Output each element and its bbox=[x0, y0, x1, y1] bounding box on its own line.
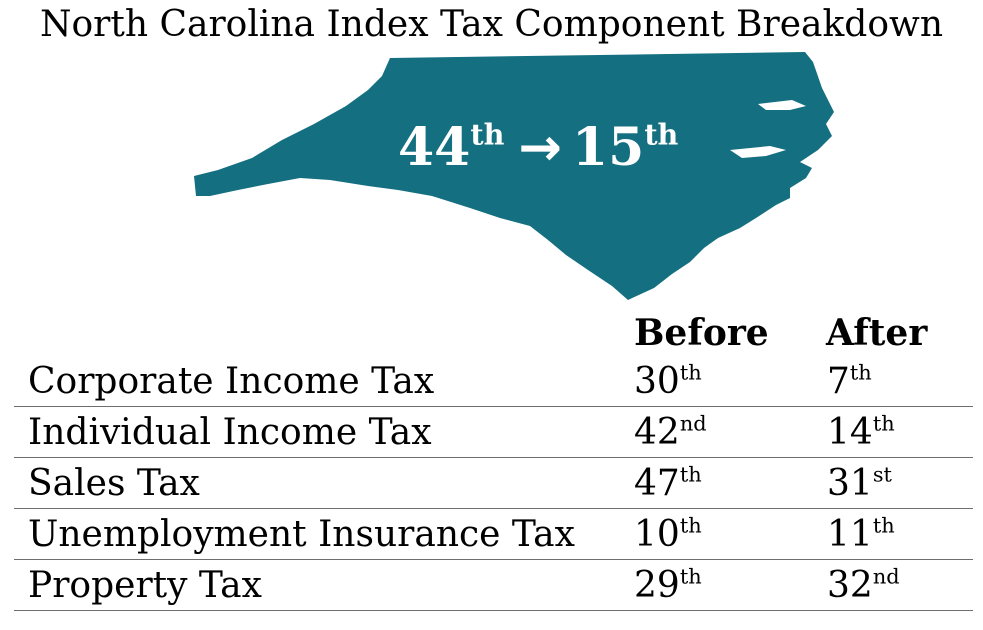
rank-before: 10th bbox=[634, 513, 702, 557]
rank-after: 32nd bbox=[827, 564, 900, 608]
rank-suffix: th bbox=[679, 513, 702, 538]
overall-rank-after: 15 bbox=[571, 117, 645, 178]
component-name: Individual Income Tax bbox=[28, 412, 432, 453]
arrow-right-icon: → bbox=[518, 118, 562, 178]
table-row: Property Tax 29th 32nd bbox=[14, 560, 973, 611]
page-title: North Carolina Index Tax Component Break… bbox=[39, 4, 944, 45]
component-name: Property Tax bbox=[28, 565, 262, 606]
state-shape bbox=[194, 52, 834, 300]
column-header-after: After bbox=[826, 312, 928, 354]
rank-suffix: st bbox=[872, 462, 892, 487]
table-row: Corporate Income Tax 30th 7th bbox=[14, 356, 973, 407]
rank-value: 11 bbox=[827, 514, 873, 555]
rank-suffix: th bbox=[849, 360, 872, 385]
component-name: Unemployment Insurance Tax bbox=[28, 514, 575, 555]
overall-rank-after-suffix: th bbox=[644, 117, 679, 152]
rank-value: 7 bbox=[827, 361, 850, 402]
rank-suffix: nd bbox=[679, 411, 707, 436]
rank-suffix: th bbox=[679, 462, 702, 487]
rank-value: 42 bbox=[634, 412, 680, 453]
rank-value: 31 bbox=[827, 463, 873, 504]
table-row: Sales Tax 47th 31st bbox=[14, 458, 973, 509]
tax-component-table: Corporate Income Tax 30th 7th Individual… bbox=[14, 356, 973, 611]
rank-before: 47th bbox=[634, 462, 702, 506]
rank-value: 47 bbox=[634, 463, 680, 504]
rank-value: 29 bbox=[634, 565, 680, 606]
table-row: Individual Income Tax 42nd 14th bbox=[14, 407, 973, 458]
rank-suffix: th bbox=[872, 411, 895, 436]
component-name: Corporate Income Tax bbox=[28, 361, 435, 402]
rank-after: 7th bbox=[827, 360, 872, 404]
rank-after: 11th bbox=[827, 513, 895, 557]
sound-inlet bbox=[758, 100, 806, 110]
rank-value: 14 bbox=[827, 412, 873, 453]
rank-before: 42nd bbox=[634, 411, 707, 455]
rank-suffix: th bbox=[872, 513, 895, 538]
rank-value: 10 bbox=[634, 514, 680, 555]
rank-suffix: th bbox=[679, 564, 702, 589]
column-header-before: Before bbox=[634, 312, 769, 354]
overall-rank-before-suffix: th bbox=[470, 117, 505, 152]
river-inlet bbox=[730, 146, 786, 158]
rank-after: 31st bbox=[827, 462, 892, 506]
component-name: Sales Tax bbox=[28, 463, 200, 504]
north-carolina-map-icon bbox=[194, 52, 834, 300]
overall-rank-before: 44 bbox=[398, 117, 471, 178]
rank-suffix: nd bbox=[872, 564, 900, 589]
rank-after: 14th bbox=[827, 411, 895, 455]
rank-suffix: th bbox=[679, 360, 702, 385]
rank-before: 30th bbox=[634, 360, 702, 404]
rank-before: 29th bbox=[634, 564, 702, 608]
overall-rank-change: 44th → 15th bbox=[398, 113, 678, 183]
rank-value: 30 bbox=[634, 361, 680, 402]
rank-value: 32 bbox=[827, 565, 873, 606]
table-row: Unemployment Insurance Tax 10th 11th bbox=[14, 509, 973, 560]
